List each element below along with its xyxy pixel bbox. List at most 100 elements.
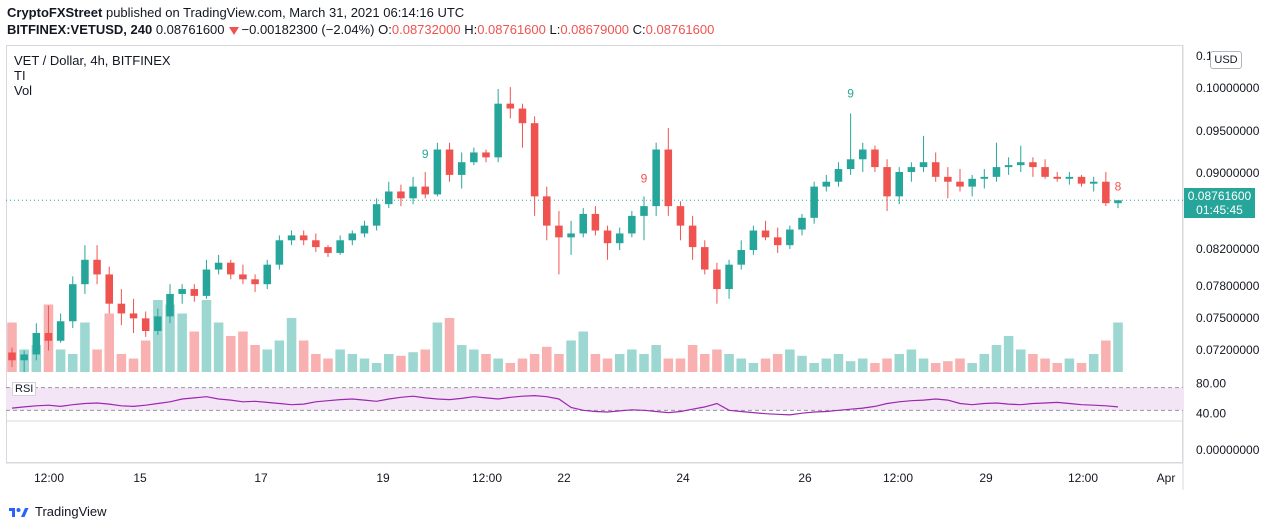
candle-body — [251, 279, 259, 285]
high-value: 0.08761600 — [477, 22, 546, 37]
volume-bar — [700, 354, 710, 372]
candle-body — [956, 181, 964, 187]
volume-bar — [858, 358, 868, 372]
time-axis-tick: 29 — [979, 471, 993, 485]
currency-button[interactable]: USD — [1210, 51, 1242, 69]
td-sequential-label: 9 — [422, 147, 429, 161]
legend-title[interactable]: VET / Dollar, 4h, BITFINEX — [14, 53, 171, 68]
volume-bar — [396, 355, 406, 372]
candle-body — [603, 230, 612, 244]
candle-body — [822, 181, 831, 187]
volume-bar — [736, 358, 746, 372]
tradingview-logo-icon — [9, 507, 29, 517]
candle-body — [445, 149, 454, 175]
candle-body — [336, 240, 344, 253]
volume-bar — [238, 331, 248, 372]
candle-body — [263, 264, 271, 285]
price-axis-tick: 0.08200000 — [1196, 242, 1260, 256]
volume-bar — [566, 340, 576, 372]
candle-body — [470, 152, 478, 163]
time-axis-tick: 12:00 — [1068, 471, 1098, 485]
tradingview-footer[interactable]: TradingView — [8, 504, 107, 519]
candle-body — [1089, 181, 1098, 184]
volume-bar — [529, 354, 540, 372]
candle-body — [701, 247, 709, 270]
candle-body — [154, 316, 162, 332]
candle-body — [980, 176, 989, 179]
price-tag-value: 0.08761600 — [1187, 189, 1252, 203]
volume-bar — [1064, 358, 1075, 372]
down-arrow-icon — [228, 26, 239, 35]
candle-body — [494, 103, 502, 158]
candle-body — [786, 229, 794, 246]
candle-body — [1102, 181, 1110, 204]
rsi-axis-tick: 0.00000000 — [1196, 443, 1260, 457]
td-sequential-label: 9 — [641, 171, 648, 185]
price-axis-tick: 0.07200000 — [1196, 343, 1260, 357]
volume-bar — [116, 354, 127, 372]
candle-body — [968, 178, 976, 187]
volume-bar — [748, 363, 759, 372]
volume-bar — [797, 355, 807, 372]
candle-body — [457, 162, 466, 175]
volume-bar — [991, 345, 1002, 372]
volume-bar — [444, 318, 455, 372]
volume-bar — [1052, 363, 1062, 372]
volume-bar — [1113, 322, 1123, 372]
candle-body — [1041, 167, 1049, 177]
publisher-name: CryptoFXStreet — [7, 5, 103, 20]
candle-body — [543, 196, 551, 226]
time-axis-tick: 19 — [376, 471, 390, 485]
candle-body — [1077, 176, 1086, 184]
volume-bar — [189, 331, 200, 372]
candle-body — [1004, 165, 1013, 168]
time-axis-tick: 17 — [254, 471, 268, 485]
rsi-line — [11, 394, 1119, 416]
price-axis-tick: 0.07800000 — [1196, 279, 1260, 293]
legend-indicator-ti[interactable]: TI — [14, 68, 26, 83]
candle-body — [360, 225, 369, 234]
volume-bar — [335, 349, 345, 372]
candle-body — [931, 162, 940, 177]
candle-body — [846, 159, 855, 170]
high-label: H: — [464, 22, 478, 37]
volume-bar — [1016, 349, 1026, 372]
volume-bar — [420, 349, 430, 372]
candle-body — [506, 103, 515, 109]
volume-bar — [481, 354, 491, 372]
volume-bar — [213, 322, 224, 372]
volume-bar — [870, 363, 880, 372]
price-axis-tick-top: 0.1 — [1196, 49, 1213, 63]
volume-bar — [1076, 363, 1087, 372]
candle-body — [1053, 176, 1061, 179]
candle-body — [8, 352, 16, 361]
volume-bar — [930, 363, 941, 372]
open-label: O: — [378, 22, 392, 37]
candle-body — [567, 233, 575, 238]
low-value: 0.08679000 — [560, 22, 630, 37]
volume-bar — [1040, 358, 1050, 372]
close-value: 0.08761600 — [645, 22, 715, 37]
volume-bar — [821, 358, 832, 372]
rsi-legend[interactable]: RSI — [12, 382, 37, 396]
legend-indicator-vol[interactable]: Vol — [14, 83, 33, 98]
volume-bar — [554, 354, 564, 372]
candle-body — [871, 149, 879, 168]
chart-legend: VET / Dollar, 4h, BITFINEX TI Vol — [14, 53, 171, 98]
candle-body — [227, 262, 235, 275]
candle-body — [737, 250, 745, 265]
volume-bar — [347, 354, 358, 372]
volume-bar — [493, 358, 503, 372]
candle-body — [810, 186, 818, 218]
td-sequential-label: 9 — [847, 86, 854, 100]
volume-bar — [128, 358, 139, 372]
candle-body — [713, 269, 721, 290]
volume-bar — [590, 354, 601, 372]
volume-bar — [651, 345, 661, 372]
volume-bar — [226, 336, 236, 372]
price-axis-tick: 0.09000000 — [1196, 166, 1260, 180]
candle-body — [591, 213, 600, 231]
time-axis-tick: Apr — [1157, 471, 1176, 485]
candle-body — [883, 167, 891, 197]
